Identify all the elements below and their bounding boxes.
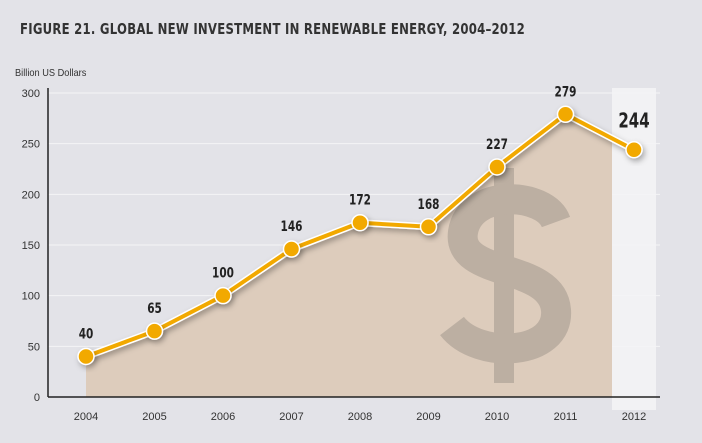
y-tick-label: 250 <box>22 139 40 151</box>
data-point <box>77 347 95 366</box>
x-tick-label: 2011 <box>554 411 578 423</box>
y-tick-label: 200 <box>22 189 40 201</box>
data-label: 227 <box>486 137 508 153</box>
data-point <box>214 286 232 305</box>
x-tick-label: 2006 <box>211 411 235 423</box>
highlight-column <box>612 88 656 410</box>
y-axis-label: Billion US Dollars <box>15 67 87 79</box>
chart-title: FIGURE 21. GLOBAL NEW INVESTMENT IN RENE… <box>20 20 526 38</box>
data-label: 172 <box>349 192 371 208</box>
data-label: 244 <box>618 111 649 134</box>
data-point <box>625 140 643 159</box>
y-tick-label: 100 <box>22 291 40 303</box>
x-tick-label: 2007 <box>279 411 303 423</box>
data-label: 100 <box>212 265 234 281</box>
y-tick-label: 300 <box>22 88 40 100</box>
data-label: 279 <box>555 84 577 100</box>
data-point <box>351 213 369 232</box>
y-tick-label: 150 <box>22 240 40 252</box>
data-label: 65 <box>147 301 162 317</box>
y-tick-label: 0 <box>34 392 40 404</box>
data-label: 168 <box>418 196 440 212</box>
data-label: 146 <box>281 219 303 235</box>
data-point <box>556 105 575 124</box>
data-point <box>145 322 164 340</box>
data-label: 40 <box>79 326 94 342</box>
data-point <box>488 158 506 176</box>
dollar-watermark <box>440 168 571 383</box>
dollar-watermark-s <box>440 184 571 364</box>
x-tick-label: 2012 <box>622 411 646 423</box>
x-tick-label: 2005 <box>142 411 166 423</box>
x-tick-label: 2008 <box>348 411 372 423</box>
x-tick-label: 2004 <box>74 411 98 423</box>
data-point <box>419 218 438 236</box>
y-tick-label: 50 <box>28 341 40 353</box>
x-tick-label: 2009 <box>416 411 440 423</box>
x-tick-label: 2010 <box>485 411 509 423</box>
data-point <box>282 240 301 258</box>
